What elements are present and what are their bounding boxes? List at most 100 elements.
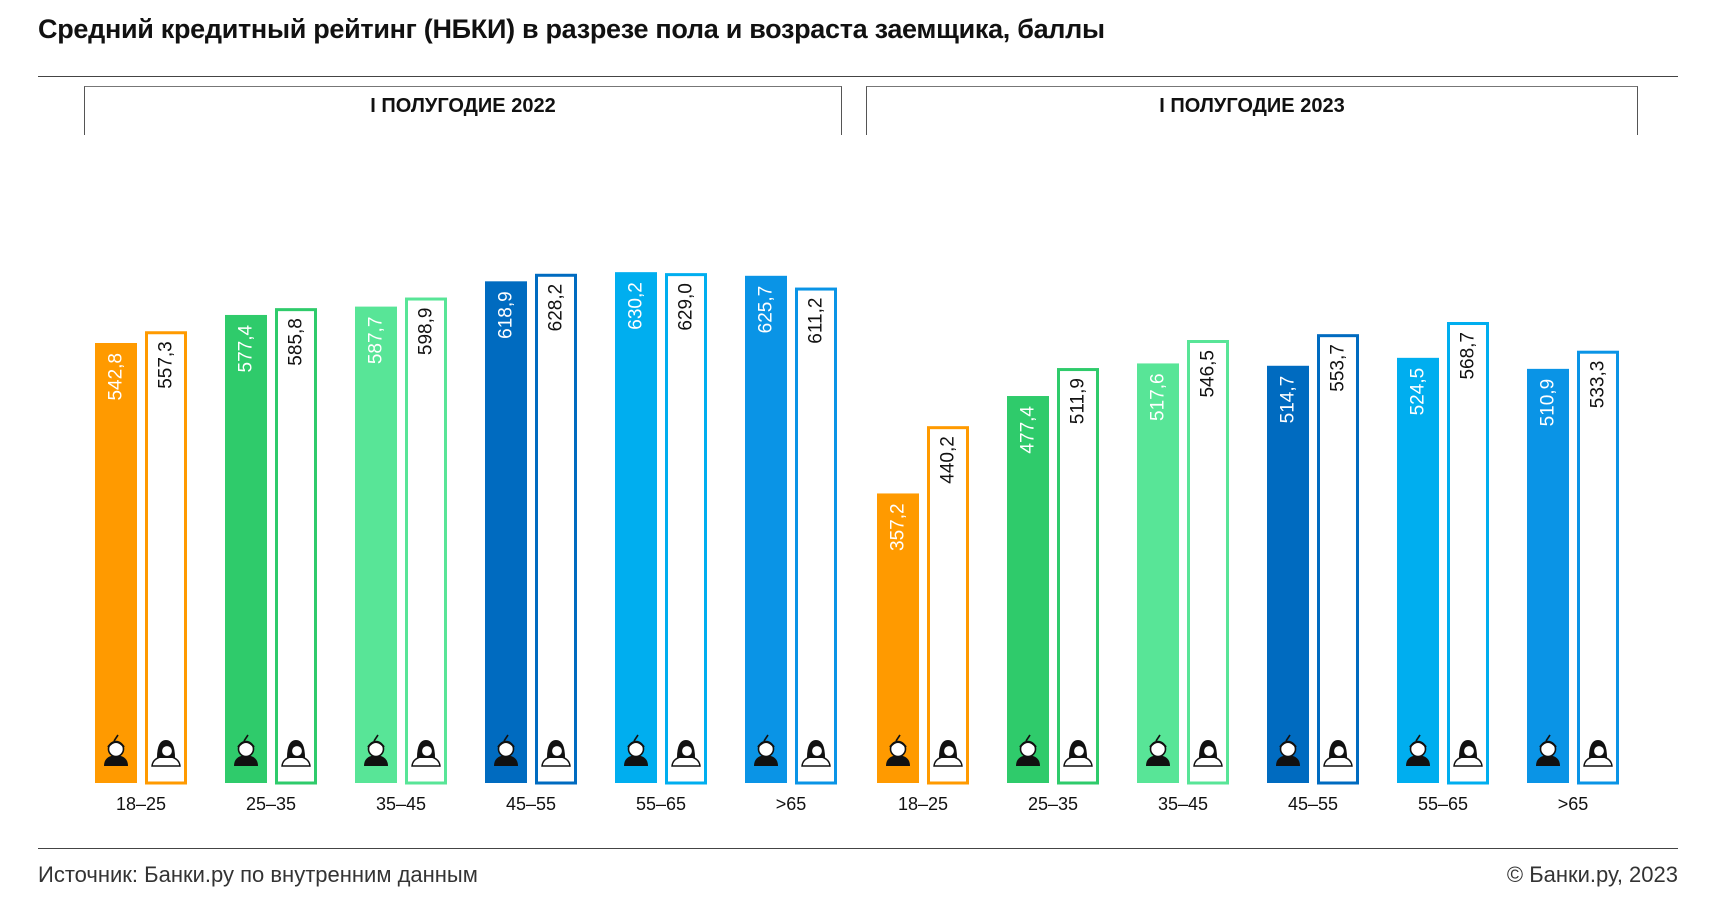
woman-icon-2022-3 xyxy=(541,740,571,767)
category-label-2022-3: 45–55 xyxy=(506,794,556,814)
man-icon-2022-5-hair xyxy=(757,741,775,748)
man-icon-2022-1-hair xyxy=(237,741,255,748)
value-label-2023-0-f: 440,2 xyxy=(938,436,959,484)
bar-2022-1-f xyxy=(275,308,317,785)
woman-icon-2022-2-face xyxy=(420,744,434,758)
value-label-2023-5-f: 533,3 xyxy=(1588,361,1609,409)
woman-icon-2022-0 xyxy=(151,740,181,767)
bar-2023-4-f xyxy=(1447,322,1489,785)
man-icon-2023-2 xyxy=(1146,734,1170,766)
man-icon-2023-4-hair xyxy=(1409,741,1427,748)
man-icon-2023-2-body xyxy=(1146,755,1170,766)
category-label-2022-4: 55–65 xyxy=(636,794,686,814)
bar-2023-0-m xyxy=(877,493,919,783)
woman-icon-2023-3-face xyxy=(1332,744,1346,758)
category-label-2023-0: 18–25 xyxy=(898,794,948,814)
woman-icon-2023-1 xyxy=(1063,740,1093,767)
copyright-note: © Банки.ру, 2023 xyxy=(1506,862,1678,887)
bar-2022-5-f xyxy=(795,287,837,785)
value-label-2023-4-f: 568,7 xyxy=(1458,332,1479,380)
man-icon-2022-4-body xyxy=(624,755,648,766)
value-label-2023-0-m: 357,2 xyxy=(888,503,909,551)
man-icon-2022-3 xyxy=(494,734,518,766)
value-label-2022-0-m: 542,8 xyxy=(106,353,127,401)
bar-2022-1-m xyxy=(225,314,267,783)
woman-icon-2023-4 xyxy=(1453,740,1483,767)
woman-icon-2023-2-face xyxy=(1202,744,1216,758)
man-icon-2022-1 xyxy=(234,734,258,766)
man-icon-2023-1-body xyxy=(1016,755,1040,766)
man-icon-2022-0-body xyxy=(104,755,128,766)
man-icon-2023-3 xyxy=(1276,734,1300,766)
bar-2023-2-m xyxy=(1137,363,1179,783)
value-label-2022-2-f: 598,9 xyxy=(416,308,437,356)
value-label-2022-1-f: 585,8 xyxy=(286,318,307,366)
category-label-2023-1: 25–35 xyxy=(1028,794,1078,814)
bar-2023-5-f xyxy=(1577,350,1619,785)
bar-2023-3-f xyxy=(1317,334,1359,785)
value-label-2023-1-m: 477,4 xyxy=(1018,406,1039,454)
woman-icon-2022-5-face xyxy=(810,744,824,758)
woman-icon-2023-2 xyxy=(1193,740,1223,767)
man-icon-2022-1-cowlick xyxy=(243,734,249,742)
man-icon-2022-2-body xyxy=(364,755,388,766)
value-label-2023-1-f: 511,9 xyxy=(1068,378,1089,424)
value-label-2023-2-m: 517,6 xyxy=(1148,373,1169,421)
man-icon-2022-4-hair xyxy=(627,741,645,748)
bar-2022-4-f xyxy=(665,273,707,785)
bar-2022-5-m xyxy=(745,275,787,783)
woman-icon-2023-1-face xyxy=(1072,744,1086,758)
value-label-2023-2-f: 546,5 xyxy=(1198,350,1219,398)
woman-icon-2022-3-face xyxy=(550,744,564,758)
man-icon-2022-0-hair xyxy=(107,741,125,748)
value-label-2023-5-m: 510,9 xyxy=(1538,379,1559,427)
top-divider xyxy=(38,76,1678,77)
woman-icon-2022-5 xyxy=(801,740,831,767)
man-icon-2022-2 xyxy=(364,734,388,766)
man-icon-2023-5-hair xyxy=(1539,741,1557,748)
value-label-2022-3-m: 618,9 xyxy=(496,291,517,339)
man-icon-2022-5 xyxy=(754,734,778,766)
panel-header-2023: I ПОЛУГОДИЕ 2023 xyxy=(866,86,1638,135)
man-icon-2022-0-cowlick xyxy=(113,734,119,742)
category-label-2023-3: 45–55 xyxy=(1288,794,1338,814)
bar-2022-0-f xyxy=(145,331,187,785)
value-label-2023-4-m: 524,5 xyxy=(1408,368,1429,416)
man-icon-2022-3-body xyxy=(494,755,518,766)
bar-2022-0-m xyxy=(95,343,137,783)
man-icon-2023-1 xyxy=(1016,734,1040,766)
panel-label-2023: I ПОЛУГОДИЕ 2023 xyxy=(1159,95,1345,117)
man-icon-2022-2-hair xyxy=(367,741,385,748)
man-icon-2022-5-cowlick xyxy=(763,734,769,742)
man-icon-2022-4-cowlick xyxy=(633,734,639,742)
man-icon-2022-0 xyxy=(104,734,128,766)
man-icon-2023-3-hair xyxy=(1279,741,1297,748)
value-label-2022-2-m: 587,7 xyxy=(366,317,387,365)
man-icon-2023-5-cowlick xyxy=(1545,734,1551,742)
category-label-2022-1: 25–35 xyxy=(246,794,296,814)
bar-2023-0-f xyxy=(927,426,969,785)
bar-2022-2-m xyxy=(355,306,397,783)
woman-icon-2022-0-face xyxy=(160,744,174,758)
woman-icon-2022-1 xyxy=(281,740,311,767)
man-icon-2023-4-body xyxy=(1406,755,1430,766)
value-label-2022-4-m: 630,2 xyxy=(626,282,647,330)
panel-header-2022: I ПОЛУГОДИЕ 2022 xyxy=(84,86,842,135)
woman-icon-2023-0 xyxy=(933,740,963,767)
bar-2022-4-m xyxy=(615,272,657,783)
man-icon-2023-0-cowlick xyxy=(895,734,901,742)
man-icon-2022-2-cowlick xyxy=(373,734,379,742)
value-label-2022-5-f: 611,2 xyxy=(806,298,827,344)
bar-2023-4-m xyxy=(1397,357,1439,783)
panel-label-2022: I ПОЛУГОДИЕ 2022 xyxy=(370,95,556,117)
value-label-2022-4-f: 629,0 xyxy=(676,283,697,331)
man-icon-2023-2-cowlick xyxy=(1155,734,1161,742)
man-icon-2023-3-body xyxy=(1276,755,1300,766)
bar-2023-1-m xyxy=(1007,396,1049,783)
value-label-2022-1-m: 577,4 xyxy=(236,325,257,373)
bar-2023-5-m xyxy=(1527,368,1569,783)
category-label-2023-4: 55–65 xyxy=(1418,794,1468,814)
bar-2022-3-f xyxy=(535,273,577,785)
woman-icon-2022-2 xyxy=(411,740,441,767)
